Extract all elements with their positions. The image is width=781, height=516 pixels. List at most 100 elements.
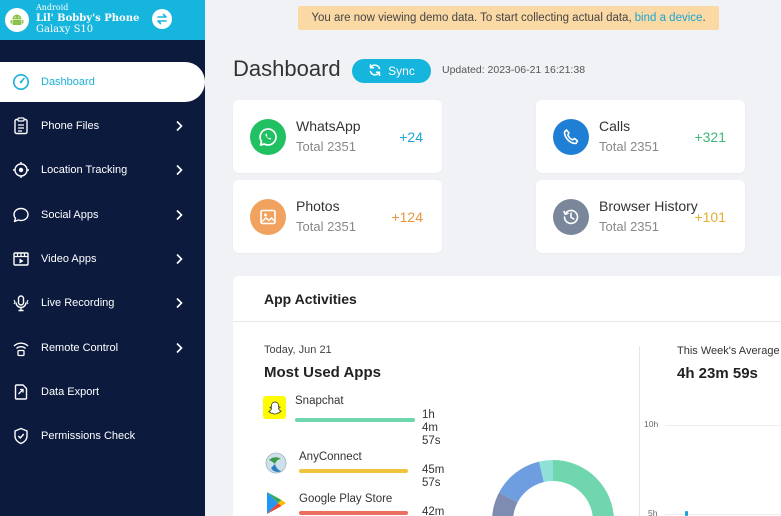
sidebar-item-remote-control[interactable]: Remote Control	[0, 325, 205, 369]
film-icon	[11, 249, 31, 269]
sidebar-item-data-export[interactable]: Data Export	[0, 370, 205, 414]
sidebar-item-location-tracking[interactable]: Location Tracking	[0, 148, 205, 192]
device-os: Android	[36, 3, 69, 12]
usage-donut-chart	[492, 459, 614, 516]
stat-total: Total 2351	[296, 139, 356, 154]
updated-timestamp: Updated: 2023-06-21 16:21:38	[442, 64, 586, 76]
shield-icon	[11, 426, 31, 446]
donut-segment	[539, 459, 553, 483]
sidebar-item-label: Live Recording	[41, 297, 115, 310]
week-average-label: This Week's Average	[677, 345, 780, 357]
divider	[233, 321, 781, 322]
location-target-icon	[11, 160, 31, 180]
usage-time-line2: 57s	[422, 435, 441, 447]
device-name: Lil' Bobby's Phone	[36, 13, 140, 24]
app-name: AnyConnect	[299, 451, 362, 463]
sidebar-item-dashboard[interactable]: Dashboard	[0, 62, 205, 102]
sidebar-item-label: Social Apps	[41, 208, 99, 221]
snapchat-icon	[263, 396, 286, 419]
wifi-control-icon	[11, 338, 31, 358]
stat-total: Total 2351	[599, 219, 659, 234]
sidebar-item-video-apps[interactable]: Video Apps	[0, 237, 205, 281]
usage-time-line1: 1h 4m	[422, 409, 438, 434]
sidebar-item-phone-files[interactable]: Phone Files	[0, 104, 205, 148]
device-card: Android Lil' Bobby's Phone Galaxy S10	[0, 0, 205, 68]
stat-name: Photos	[296, 198, 340, 214]
stat-card-photos[interactable]: Photos Total 2351 +124	[233, 180, 442, 253]
usage-bar	[299, 511, 408, 515]
sidebar-item-label: Video Apps	[41, 253, 97, 266]
week-average-value: 4h 23m 59s	[677, 365, 758, 382]
chevron-right-icon	[175, 297, 185, 309]
sidebar-item-live-recording[interactable]: Live Recording	[0, 281, 205, 325]
sidebar: Android Lil' Bobby's Phone Galaxy S10	[0, 0, 205, 516]
microphone-icon	[11, 293, 31, 313]
stat-name: Browser History	[599, 198, 698, 214]
stat-name: WhatsApp	[296, 118, 361, 134]
stat-total: Total 2351	[599, 139, 659, 154]
stat-card-whatsapp[interactable]: WhatsApp Total 2351 +24	[233, 100, 442, 173]
usage-bar	[295, 418, 415, 422]
chevron-right-icon	[175, 120, 185, 132]
android-icon	[5, 8, 29, 32]
sidebar-item-label: Location Tracking	[41, 164, 128, 177]
sidebar-item-label: Data Export	[41, 385, 100, 398]
most-used-title: Most Used Apps	[264, 364, 381, 381]
device-info: Android Lil' Bobby's Phone Galaxy S10	[36, 2, 139, 35]
grid-line	[665, 514, 781, 515]
usage-time: 42m 6s	[422, 506, 444, 516]
app-activities-panel: App Activities Today, Jun 21 Most Used A…	[233, 276, 781, 516]
export-icon	[11, 382, 31, 402]
axis-tick-label: 10h	[644, 419, 659, 429]
stat-delta: +321	[694, 129, 726, 145]
donut-segment	[492, 492, 518, 516]
sync-button[interactable]: Sync	[352, 59, 431, 83]
chevron-right-icon	[175, 342, 185, 354]
donut-segment	[499, 461, 544, 503]
chart-bar	[685, 511, 688, 516]
stat-delta: +101	[694, 209, 726, 225]
axis-tick-label: 5h	[648, 508, 658, 516]
app-name: Google Play Store	[299, 493, 393, 505]
sidebar-item-label: Permissions Check	[41, 430, 136, 443]
banner-text: You are now viewing demo data. To start …	[311, 12, 632, 24]
history-icon	[553, 199, 589, 235]
switch-device-icon[interactable]	[152, 9, 172, 29]
usage-time-line1: 42m 6s	[422, 506, 445, 516]
stat-name: Calls	[599, 118, 631, 134]
chat-bubble-icon	[11, 205, 31, 225]
page-title: Dashboard	[233, 56, 341, 81]
donut-segment-snapchat	[553, 460, 614, 516]
sidebar-item-label: Remote Control	[41, 341, 119, 354]
stat-card-browser-history[interactable]: Browser History Total 2351 +101	[536, 180, 745, 253]
clipboard-icon	[11, 116, 31, 136]
image-icon	[250, 199, 286, 235]
usage-bar	[299, 469, 408, 473]
usage-time: 1h 4m 57s	[422, 409, 441, 448]
sidebar-item-permissions-check[interactable]: Permissions Check	[0, 414, 205, 458]
section-title: App Activities	[264, 291, 357, 307]
grid-line	[665, 425, 781, 426]
demo-banner: You are now viewing demo data. To start …	[298, 6, 719, 30]
stat-delta: +124	[391, 209, 423, 225]
sidebar-nav: Dashboard Phone Files Location Tracking …	[0, 62, 205, 458]
app-name: Snapchat	[295, 395, 344, 407]
stat-card-calls[interactable]: Calls Total 2351 +321	[536, 100, 745, 173]
bind-device-link[interactable]: bind a device	[634, 12, 703, 24]
gauge-icon	[11, 72, 31, 92]
today-date: Today, Jun 21	[264, 344, 332, 356]
anyconnect-icon	[263, 450, 289, 476]
usage-time: 45m 57s	[422, 464, 444, 490]
sync-label: Sync	[388, 64, 415, 78]
whatsapp-icon	[250, 119, 286, 155]
device-model: Galaxy S10	[36, 24, 94, 35]
chevron-right-icon	[175, 209, 185, 221]
divider	[639, 346, 640, 516]
google-play-icon	[263, 490, 289, 516]
stat-total: Total 2351	[296, 219, 356, 234]
sidebar-item-social-apps[interactable]: Social Apps	[0, 193, 205, 237]
sync-icon	[368, 63, 382, 80]
sidebar-item-label: Dashboard	[41, 76, 95, 88]
usage-time-line1: 45m 57s	[422, 464, 445, 489]
device-header[interactable]: Android Lil' Bobby's Phone Galaxy S10	[0, 0, 205, 40]
